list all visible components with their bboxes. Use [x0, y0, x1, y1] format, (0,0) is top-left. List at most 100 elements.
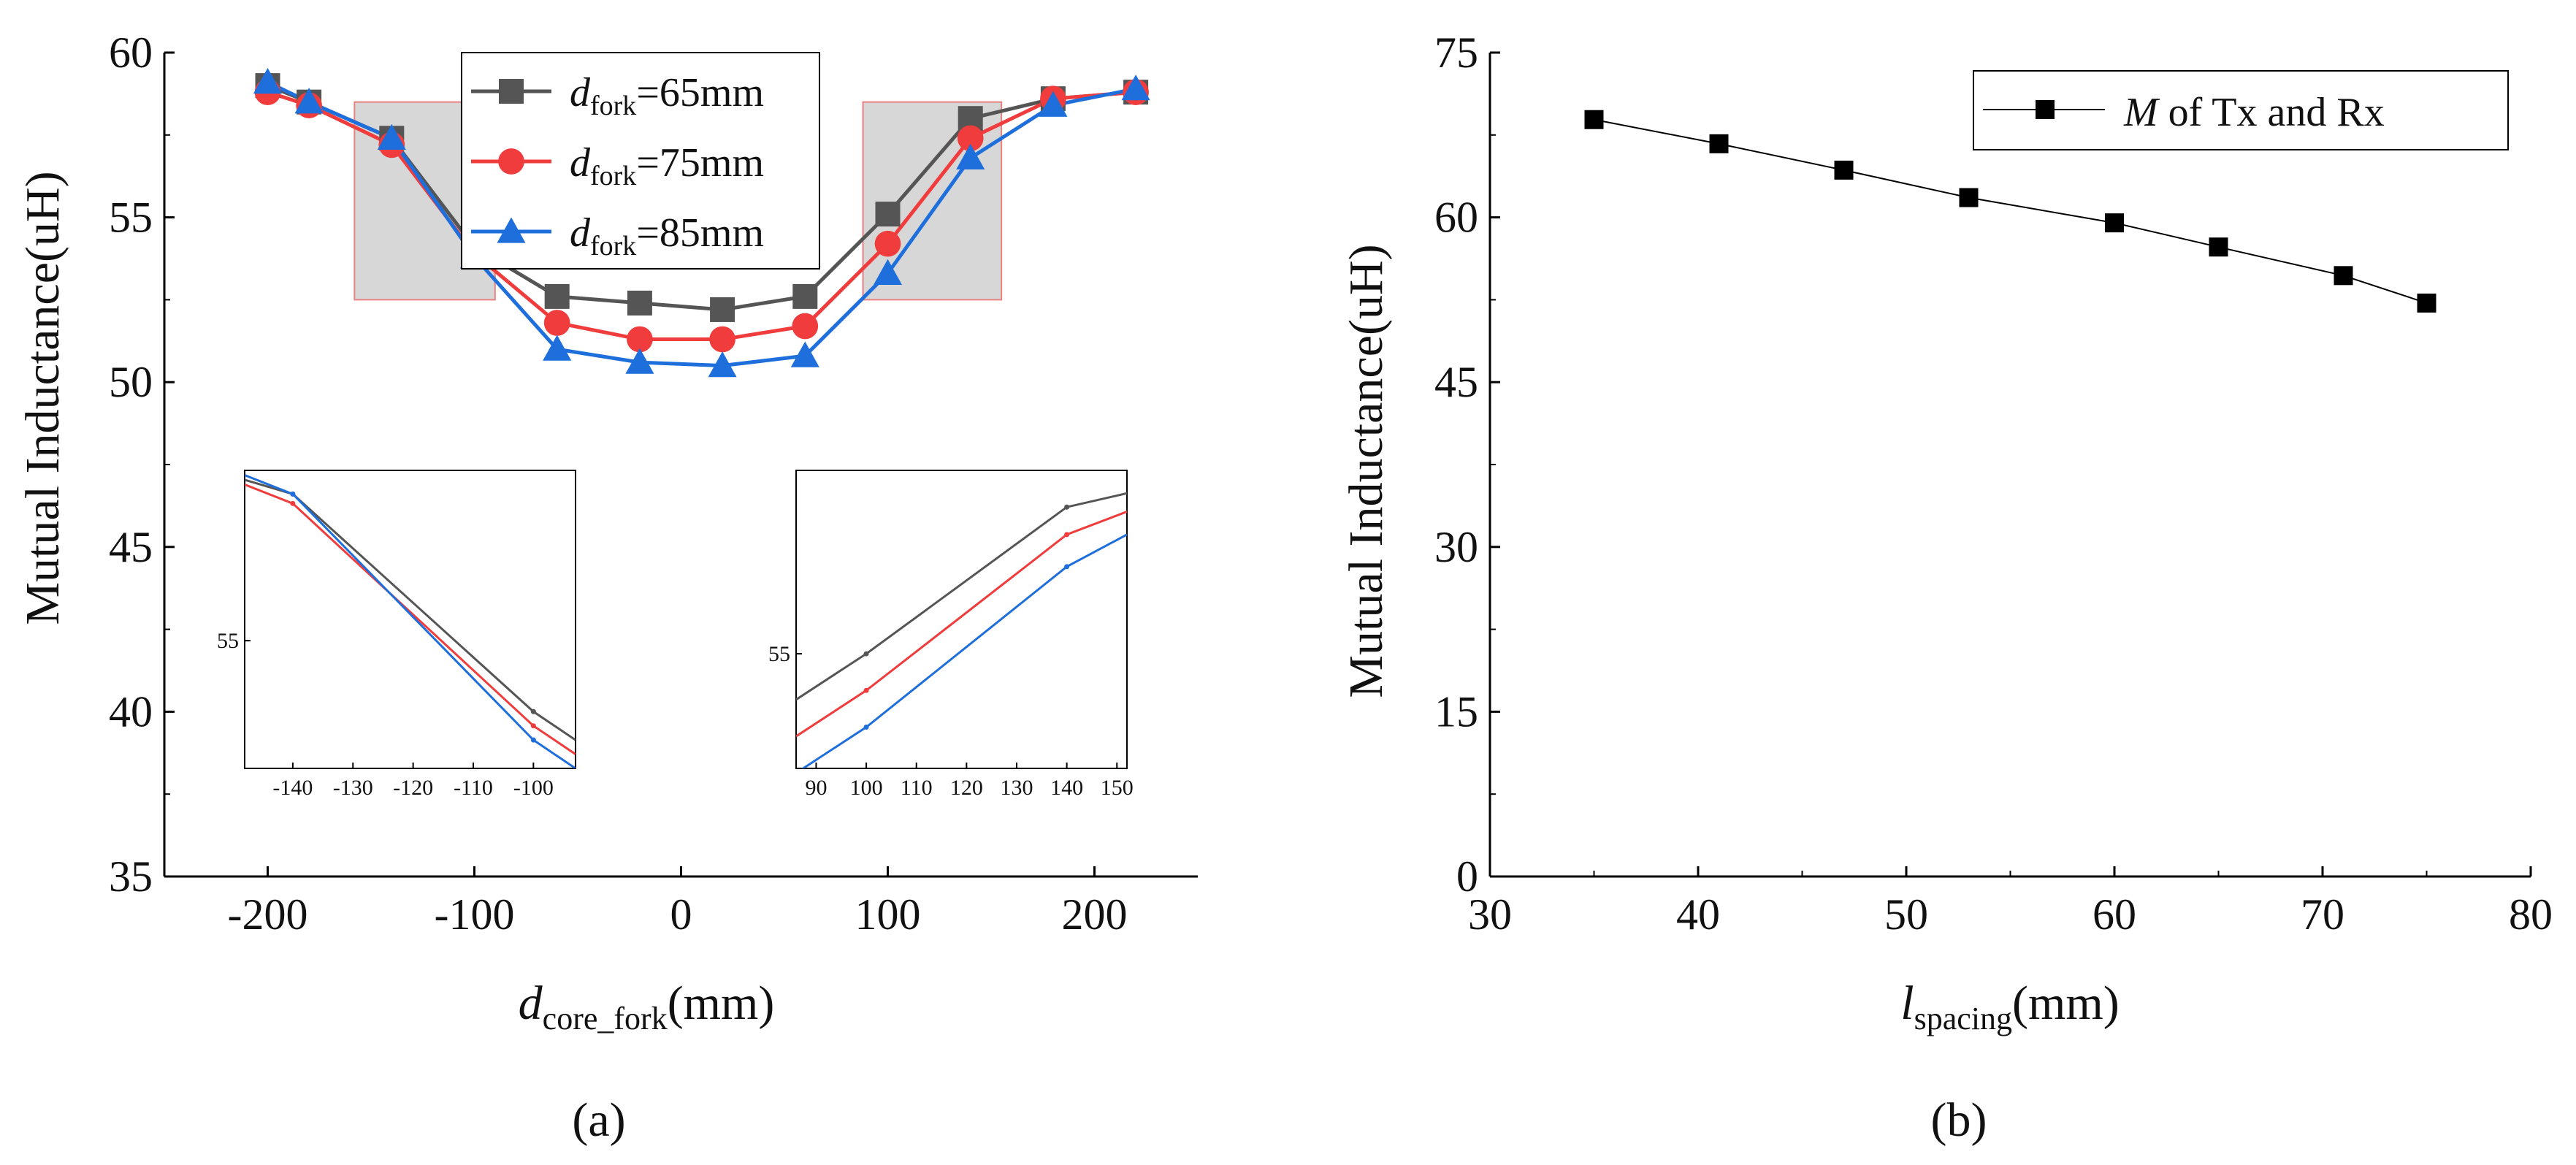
- y-axis-label-b: Mutual Inductance(uH): [1339, 244, 1393, 698]
- series-line-b-0: [1594, 118, 2427, 304]
- chart-b: 0 15 30 45 60 75 30 40 50 60 70 80 M of Tx and Rx M…: [1339, 28, 2553, 1147]
- y-tick-label-a: 35: [109, 852, 153, 901]
- legend-marker-0: [499, 79, 524, 104]
- inset-series-line-1: [796, 511, 1127, 738]
- data-point: [2417, 293, 2437, 313]
- data-point: [709, 326, 735, 353]
- panel-label-b: (b): [1931, 1093, 1987, 1147]
- inset-x-tick-label: 150: [1101, 776, 1134, 800]
- inset-point: [863, 687, 869, 693]
- data-point: [875, 202, 901, 227]
- data-point: [710, 297, 735, 322]
- y-tick-label-b: 60: [1434, 194, 1478, 242]
- data-point: [957, 125, 984, 152]
- legend-marker-b: [2036, 100, 2055, 119]
- x-tick-label-a: 0: [670, 890, 692, 939]
- x-tick-label-b: 40: [1676, 890, 1720, 939]
- x-tick-label-b: 50: [1884, 890, 1928, 939]
- inset-x-tick-label: -100: [513, 776, 554, 800]
- data-point: [627, 326, 653, 353]
- inset-x-tick-label: -110: [454, 776, 493, 800]
- inset-point: [863, 725, 869, 730]
- inset-x-tick-label: -130: [333, 776, 373, 800]
- x-tick-label-a: -100: [435, 890, 515, 939]
- data-point: [1584, 110, 1604, 129]
- legend-label-0: dfork=65mm: [570, 70, 764, 121]
- data-point: [873, 259, 903, 285]
- data-point: [792, 313, 819, 340]
- data-point: [544, 283, 570, 309]
- data-point: [1959, 188, 1979, 207]
- y-tick-label-b: 30: [1434, 523, 1478, 571]
- inset-x-tick-label: 90: [805, 776, 827, 800]
- legend-label-b: M of Tx and Rx: [2123, 90, 2385, 135]
- data-point: [1709, 134, 1729, 153]
- legend-label-1: dfork=75mm: [570, 140, 764, 191]
- inset-x-tick-label: 140: [1050, 776, 1083, 800]
- inset-series-line-0: [796, 492, 1127, 701]
- data-point: [253, 68, 283, 94]
- x-tick-label-b: 30: [1468, 890, 1512, 939]
- x-tick-label-a: -200: [228, 890, 308, 939]
- inset-point: [290, 491, 296, 497]
- inset-point: [290, 500, 296, 506]
- inset-x-tick-label: -140: [272, 776, 313, 800]
- data-point: [708, 351, 737, 378]
- data-point: [792, 283, 818, 309]
- inset-point: [530, 737, 536, 743]
- panel-label-a: (a): [572, 1093, 625, 1147]
- legend-label-2: dfork=85mm: [570, 210, 764, 261]
- x-tick-label-b: 70: [2301, 890, 2344, 939]
- inset-x-tick-label: 130: [1001, 776, 1033, 800]
- series-line-2: [267, 80, 1136, 368]
- data-point: [2334, 266, 2353, 286]
- data-point: [1039, 91, 1068, 117]
- x-axis-label-a: dcore_fork(mm): [519, 977, 775, 1036]
- data-point: [627, 290, 652, 316]
- y-tick-label-b: 0: [1456, 852, 1478, 901]
- inset-series-line-2: [800, 533, 1127, 768]
- inset-frame: [795, 470, 1128, 769]
- legend-b: M of Tx and Rx: [1973, 70, 2509, 150]
- inset-point: [530, 723, 536, 729]
- series-line-1: [267, 90, 1136, 342]
- inset-point: [1064, 504, 1070, 510]
- y-tick-label-a: 50: [109, 358, 153, 406]
- inset-frame: [244, 470, 576, 769]
- data-point: [294, 88, 324, 114]
- inset-y-tick-label: 55: [217, 629, 239, 653]
- inset-y-tick-label: 55: [768, 642, 790, 666]
- inset-point: [863, 651, 869, 657]
- data-point: [543, 335, 572, 361]
- inset-x-tick-label: 120: [950, 776, 983, 800]
- y-tick-label-b: 15: [1434, 687, 1478, 736]
- y-tick-label-b: 75: [1434, 28, 1478, 77]
- y-tick-label-a: 45: [109, 523, 153, 571]
- data-point: [2209, 237, 2228, 257]
- data-point: [2105, 213, 2124, 233]
- data-point: [543, 310, 570, 336]
- legend-a: dfork=65mm dfork=75mm dfork=85mm: [461, 52, 820, 270]
- data-point: [377, 123, 406, 150]
- data-point: [874, 230, 901, 257]
- inset-point: [530, 708, 536, 714]
- x-tick-label-a: 200: [1062, 890, 1128, 939]
- data-point: [1121, 75, 1150, 101]
- inset-left: -140 -130 -120 -110 -100 55: [217, 470, 576, 800]
- y-tick-label-a: 55: [109, 194, 153, 242]
- x-tick-label-b: 60: [2092, 890, 2136, 939]
- data-point: [956, 143, 985, 170]
- inset-series-line-1: [245, 484, 576, 755]
- y-tick-label-a: 40: [109, 687, 153, 736]
- inset-right: 90 100 110 120 130 140 150 55: [768, 470, 1134, 800]
- legend-marker-1: [498, 148, 524, 175]
- inset-series-line-2: [245, 474, 576, 768]
- inset-point: [1064, 564, 1070, 570]
- inset-series-line-0: [245, 478, 576, 741]
- inset-x-tick-label: -120: [393, 776, 433, 800]
- legend-marker-2: [497, 217, 526, 243]
- data-point: [1834, 160, 1854, 180]
- data-point: [790, 341, 819, 367]
